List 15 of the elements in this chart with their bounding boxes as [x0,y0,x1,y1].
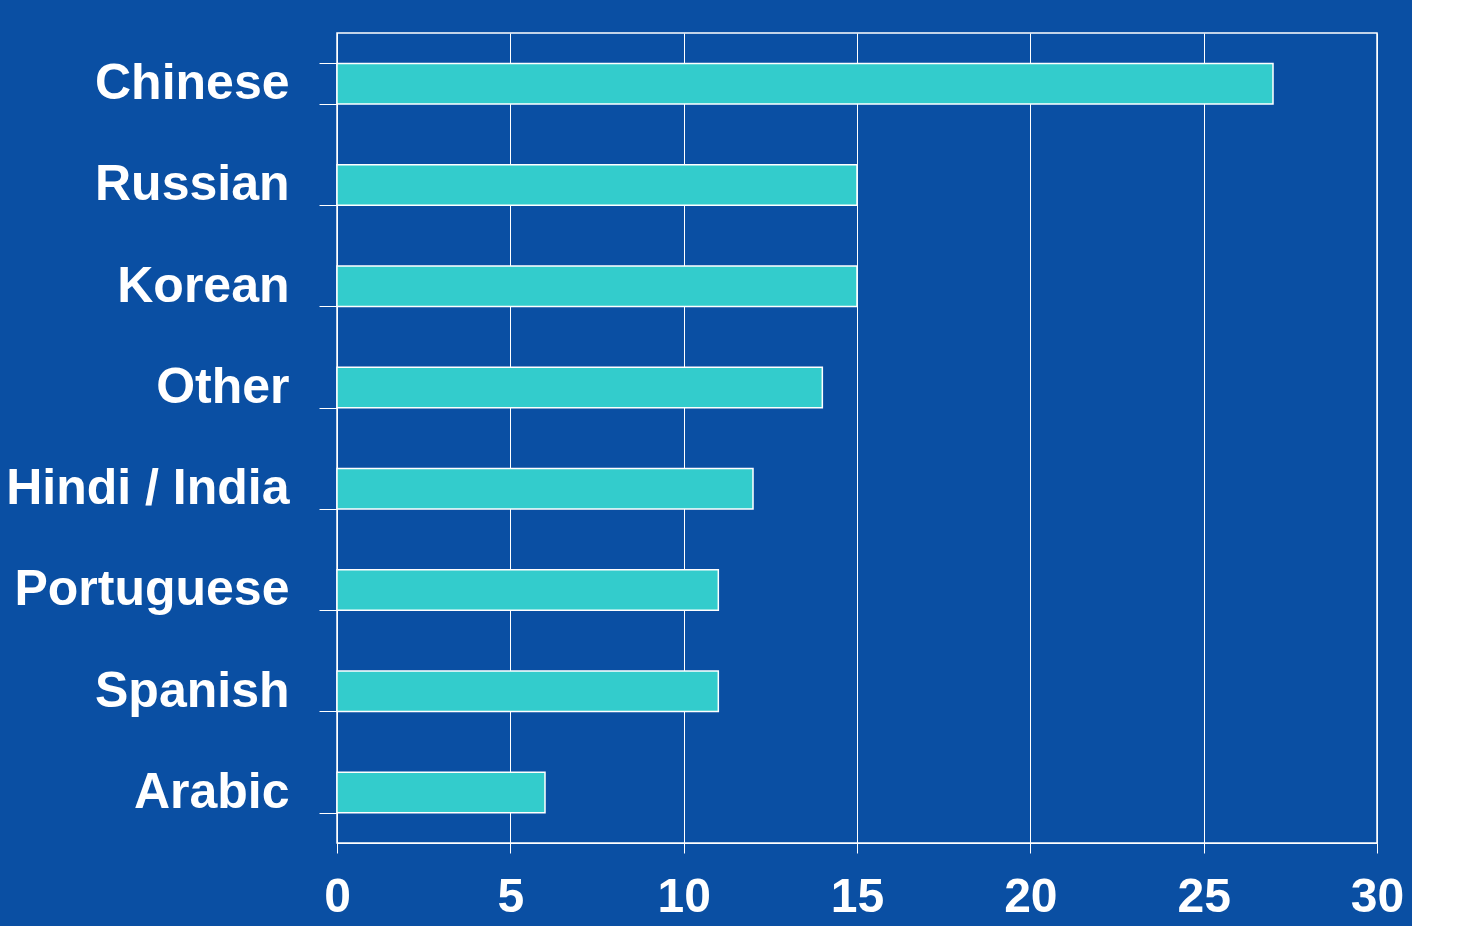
x-tick-label: 30 [1350,868,1405,922]
x-tick-label: 25 [1177,868,1231,922]
x-tick-label: 5 [497,868,525,922]
y-tick-label: Chinese [94,54,290,111]
x-tick-label: 0 [324,868,351,922]
y-tick-label: Hindi / India [6,459,291,516]
y-tick-label: Portuguese [14,560,290,617]
y-tick-label: Other [156,357,290,414]
y-tick-label: Russian [94,155,290,212]
x-tick-label: 10 [657,868,711,922]
y-tick-label: Korean [117,256,290,313]
x-tick-label: 15 [830,868,885,922]
y-tick-label: Spanish [95,661,290,718]
y-tick-label: Arabic [133,762,290,819]
x-tick-label: 20 [1004,868,1058,922]
